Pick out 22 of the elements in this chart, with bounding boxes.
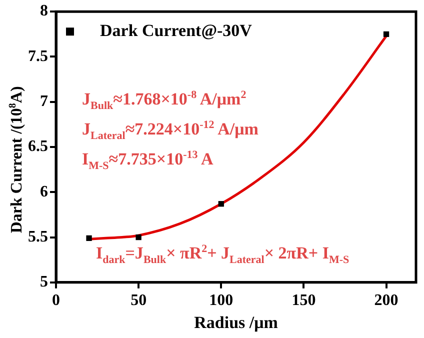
x-tick-label: 200 — [374, 292, 398, 310]
x-tick-label: 150 — [292, 292, 316, 310]
x-tick-label: 100 — [209, 292, 234, 310]
x-tick-label: 0 — [52, 292, 60, 310]
y-tick-label: 5.5 — [28, 228, 48, 246]
legend-label: Dark Current@-30V — [100, 20, 253, 40]
annotation: J$_{Bulk}$≈1.768×10$^{-8}$ A/μm$^{2}$ — [82, 88, 246, 112]
point — [86, 235, 92, 241]
point — [136, 234, 142, 240]
annotation: J$_{Lateral}$≈7.224×10$^{-12}$ A/μm — [82, 118, 258, 142]
y-tick-label: 7 — [40, 93, 48, 110]
point — [218, 201, 224, 207]
y-tick-label: 8 — [40, 2, 48, 20]
x-tick-label: 50 — [130, 292, 147, 310]
y-tick-label: 6.5 — [28, 138, 48, 156]
point — [383, 31, 390, 37]
y-tick-label: 7.5 — [28, 48, 48, 65]
annotation: I$_{M-S}$≈7.735×10$^{-13}$ A — [82, 148, 214, 172]
text: I$_{dark}$=J$_{Bulk}$× πR$^{2}$+ J$_{Lateral}$× 2πR+ I$_{M-S}$ — [96, 243, 350, 266]
x-axis-title: Radius /μm — [194, 313, 278, 332]
y-tick-label: 5 — [40, 274, 48, 291]
y-tick-label: 6 — [40, 183, 48, 200]
